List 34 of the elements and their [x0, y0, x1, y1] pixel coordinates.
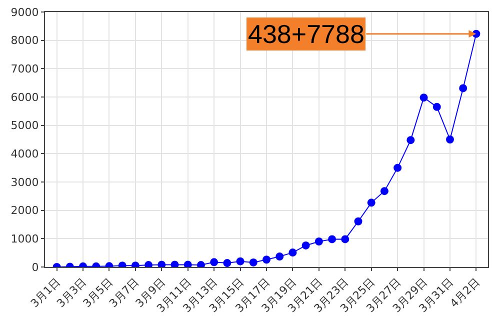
point — [328, 235, 336, 244]
point — [459, 84, 468, 92]
point — [249, 258, 258, 266]
point — [354, 217, 362, 226]
point — [223, 259, 232, 267]
y-tick-label: 5000 — [10, 119, 39, 132]
point — [341, 235, 350, 244]
point — [236, 257, 244, 266]
point — [380, 187, 388, 196]
point — [158, 260, 166, 267]
y-tick-label: 2000 — [10, 204, 39, 218]
point — [184, 260, 192, 267]
point — [276, 252, 284, 261]
y-tick-label: 7000 — [10, 62, 39, 76]
y-tick-label: 0 — [32, 260, 39, 274]
annotation: 438+7788 — [248, 19, 364, 49]
point — [210, 258, 218, 266]
y-tick-label: 3000 — [10, 176, 39, 189]
y-tick-label: 6000 — [10, 90, 39, 104]
point — [394, 164, 402, 172]
point — [420, 94, 428, 102]
point — [302, 241, 310, 250]
point — [446, 136, 454, 144]
y-tick-label: 8000 — [10, 34, 39, 48]
y-tick-label: 1000 — [10, 232, 39, 246]
point — [314, 238, 323, 246]
point — [406, 136, 415, 144]
point — [288, 248, 297, 257]
point — [432, 102, 441, 111]
point — [367, 198, 376, 207]
point — [262, 256, 270, 264]
y-tick-label: 4000 — [10, 148, 39, 161]
point — [170, 260, 179, 267]
y-tick-label: 9000 — [10, 6, 39, 19]
